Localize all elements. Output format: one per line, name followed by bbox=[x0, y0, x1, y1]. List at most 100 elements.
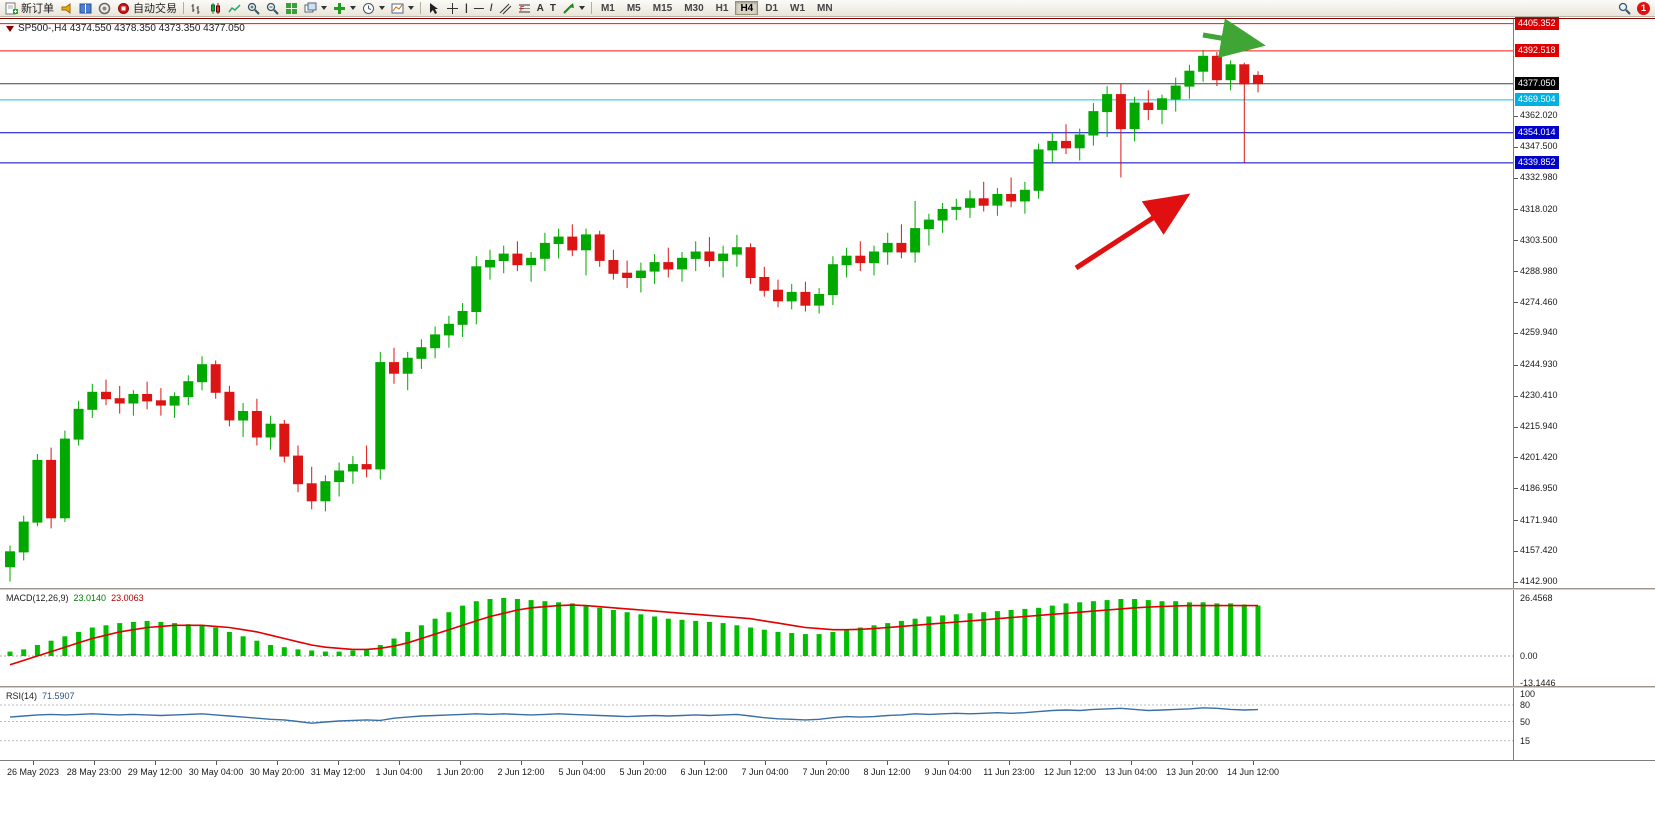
timeframe-W1[interactable]: W1 bbox=[790, 3, 806, 14]
timeframe-H1[interactable]: H1 bbox=[715, 3, 729, 14]
time-axis-tick bbox=[826, 761, 827, 765]
time-axis-tick bbox=[1253, 761, 1254, 765]
price-axis-tick-label: 4274.460 bbox=[1520, 296, 1558, 307]
price-axis-tick-label: 4288.980 bbox=[1520, 265, 1558, 276]
macd-splitter[interactable] bbox=[0, 588, 1655, 590]
zoom-in-button[interactable] bbox=[244, 1, 263, 16]
time-axis-label: 30 May 04:00 bbox=[188, 767, 244, 777]
templates-button[interactable] bbox=[388, 1, 417, 16]
arrange-windows-button[interactable] bbox=[301, 1, 330, 16]
price-axis-tick bbox=[1514, 209, 1518, 211]
fibonacci-tool-button[interactable]: F bbox=[515, 1, 534, 16]
text-tool-label: A bbox=[536, 2, 544, 14]
timeframe-M1[interactable]: M1 bbox=[600, 3, 615, 14]
text-tool-button[interactable]: A bbox=[534, 1, 547, 16]
rsi-axis-label: 80 bbox=[1520, 700, 1531, 710]
alerts-button[interactable] bbox=[57, 1, 76, 16]
periods-button[interactable] bbox=[359, 1, 388, 16]
timeframe-M5[interactable]: M5 bbox=[626, 3, 641, 14]
line-chart-mode-button[interactable] bbox=[225, 1, 244, 16]
price-axis-tick bbox=[1514, 177, 1518, 179]
price-axis-tick-label: 4215.940 bbox=[1520, 421, 1558, 431]
notifications-button[interactable]: 1 bbox=[1634, 1, 1653, 16]
time-axis-label: 7 Jun 04:00 bbox=[741, 767, 789, 777]
market-watch-button[interactable] bbox=[76, 1, 95, 16]
price-axis-tick bbox=[1514, 488, 1518, 490]
time-axis-tick bbox=[33, 761, 34, 765]
search-icon bbox=[1618, 2, 1631, 15]
channel-icon bbox=[499, 3, 511, 14]
new-order-label: 新订单 bbox=[21, 3, 54, 15]
template-icon bbox=[391, 3, 404, 13]
chevron-down-icon bbox=[321, 6, 327, 10]
price-axis-tick-label: 4171.940 bbox=[1520, 514, 1558, 525]
rsi-label: RSI(14) 71.5907 bbox=[6, 691, 75, 701]
chevron-down-icon bbox=[379, 6, 385, 10]
notification-badge: 1 bbox=[1637, 1, 1650, 15]
macd-signal-value: 23.0063 bbox=[111, 593, 144, 603]
autotrading-button[interactable]: 自动交易 bbox=[114, 1, 180, 16]
zoom-out-button[interactable] bbox=[263, 1, 282, 16]
price-axis[interactable]: 4362.020 4347.500 4332.980 4318.020 4303.500… bbox=[1513, 17, 1655, 760]
channel-tool-button[interactable] bbox=[496, 1, 515, 16]
time-axis-tick bbox=[643, 761, 644, 765]
time-axis-tick bbox=[1192, 761, 1193, 765]
new-order-icon bbox=[5, 2, 18, 14]
book-icon bbox=[79, 3, 92, 13]
timeframe-M15[interactable]: M15 bbox=[652, 3, 673, 14]
macd-panel[interactable] bbox=[0, 590, 1513, 686]
chevron-down-icon bbox=[408, 6, 414, 10]
timeframe-M30[interactable]: M30 bbox=[684, 3, 704, 14]
macd-label: MACD(12,26,9) 23.0140 23.0063 bbox=[6, 593, 144, 603]
rsi-axis-label: 15 bbox=[1520, 735, 1531, 746]
price-axis-tick bbox=[1514, 520, 1518, 522]
time-axis-label: 5 Jun 20:00 bbox=[619, 767, 667, 777]
price-axis-tick-label: 4186.950 bbox=[1520, 482, 1558, 493]
chart-ohlc-title: SP500-,H4 4374.550 4378.350 4373.350 437… bbox=[6, 23, 245, 34]
macd-axis-label: -13.1446 bbox=[1520, 677, 1556, 688]
time-axis-label: 12 Jun 12:00 bbox=[1043, 767, 1097, 777]
window-menu-icon[interactable] bbox=[6, 25, 14, 32]
time-axis-label: 1 Jun 04:00 bbox=[375, 767, 423, 777]
price-line-label: 4377.050 bbox=[1515, 77, 1559, 91]
time-axis-tick bbox=[1009, 761, 1010, 765]
main-chart[interactable] bbox=[0, 18, 1513, 588]
time-axis-label: 2 Jun 12:00 bbox=[497, 767, 545, 777]
tile-windows-button[interactable] bbox=[282, 1, 301, 16]
price-line-label: 4369.504 bbox=[1515, 93, 1559, 107]
rsi-splitter[interactable] bbox=[0, 686, 1655, 688]
trendline-tool-button[interactable]: / bbox=[489, 2, 493, 14]
timeframe-D1[interactable]: D1 bbox=[765, 3, 779, 14]
time-axis-label: 8 Jun 12:00 bbox=[863, 767, 911, 777]
support-button[interactable] bbox=[95, 1, 114, 16]
time-axis[interactable]: 26 May 2023 28 May 23:00 29 May 12:00 30 Ma… bbox=[0, 760, 1655, 782]
zoom-out-icon bbox=[266, 2, 279, 15]
vertical-line-tool-button[interactable]: | bbox=[465, 2, 468, 14]
price-axis-tick bbox=[1514, 426, 1518, 428]
clock-icon bbox=[363, 2, 374, 14]
time-axis-tick bbox=[155, 761, 156, 765]
arrows-tool-button[interactable] bbox=[559, 1, 588, 16]
chart-title-text: SP500-,H4 4374.550 4378.350 4373.350 437… bbox=[18, 23, 245, 34]
candlestick-mode-button[interactable] bbox=[206, 1, 225, 16]
price-axis-tick-label: 4230.410 bbox=[1520, 390, 1558, 401]
cursor-tool-button[interactable] bbox=[424, 1, 443, 16]
toolbar-separator bbox=[183, 2, 184, 14]
chevron-down-icon bbox=[350, 6, 356, 10]
rsi-panel[interactable] bbox=[0, 688, 1513, 760]
timeframe-H4[interactable]: H4 bbox=[735, 1, 759, 15]
time-axis-label: 5 Jun 04:00 bbox=[558, 767, 606, 777]
new-order-button[interactable]: 新订单 bbox=[2, 1, 57, 16]
zoom-in-icon bbox=[247, 2, 260, 15]
timeframe-MN[interactable]: MN bbox=[817, 3, 833, 14]
search-button[interactable] bbox=[1615, 1, 1634, 16]
autotrading-icon bbox=[118, 2, 129, 14]
time-axis-tick bbox=[277, 761, 278, 765]
text-label-tool-button[interactable]: T bbox=[547, 1, 559, 16]
indicators-button[interactable] bbox=[330, 1, 359, 16]
bar-chart-mode-button[interactable] bbox=[187, 1, 206, 16]
toolbar-separator bbox=[420, 2, 421, 14]
time-axis-label: 7 Jun 20:00 bbox=[802, 767, 850, 777]
horizontal-line-tool-button[interactable]: — bbox=[473, 2, 484, 14]
crosshair-tool-button[interactable] bbox=[443, 1, 462, 16]
